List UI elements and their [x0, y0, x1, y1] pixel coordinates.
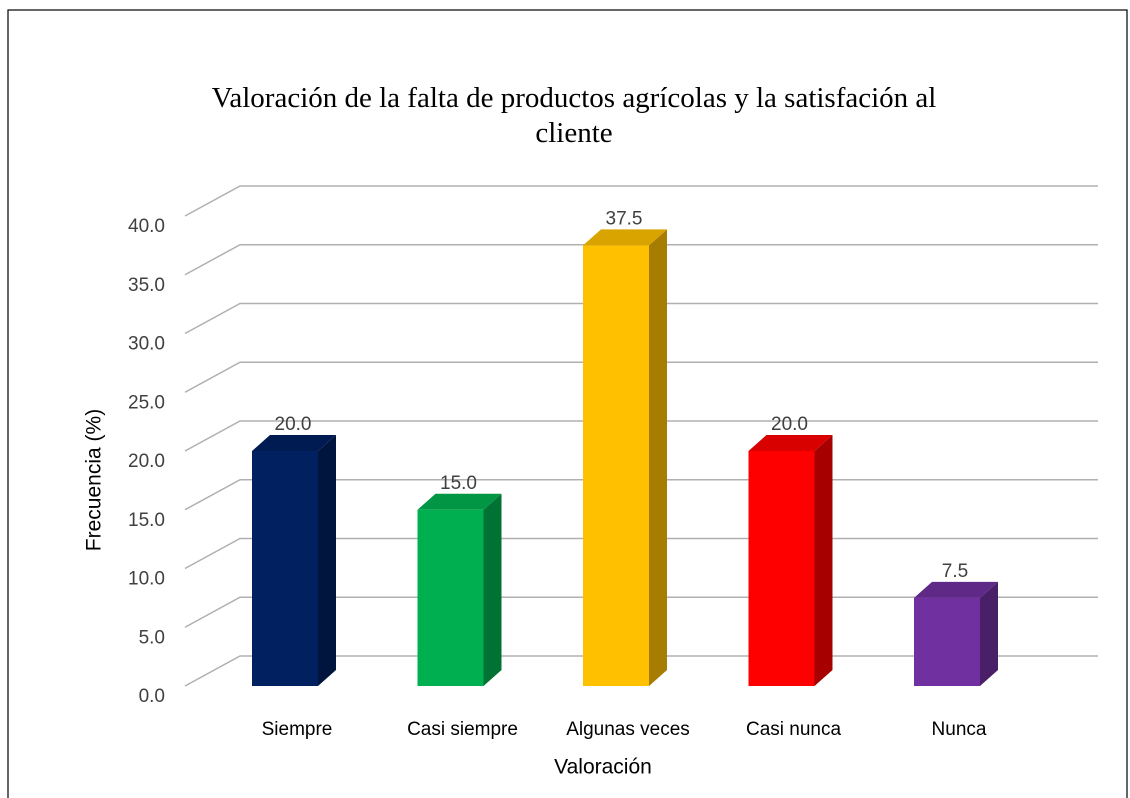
bar-top	[583, 229, 667, 246]
y-tick-label: 0.0	[139, 686, 165, 707]
x-tick-label: Algunas veces	[566, 719, 690, 740]
y-tick-label: 20.0	[128, 451, 165, 472]
bar	[914, 597, 980, 686]
bar	[417, 509, 484, 686]
x-tick-label: Casi siempre	[407, 719, 518, 740]
data-label: 20.0	[275, 414, 312, 435]
bar	[252, 451, 318, 686]
x-tick-label: Casi nunca	[746, 719, 841, 740]
y-tick-label: 10.0	[128, 569, 165, 590]
chart-title: Valoración de la falta de productos agrí…	[212, 82, 937, 149]
bar-side	[980, 581, 998, 686]
bar-side	[649, 229, 667, 686]
bar-top	[417, 493, 502, 510]
y-tick-label: 35.0	[128, 275, 165, 296]
y-tick-label: 5.0	[139, 627, 165, 648]
bar-top	[252, 435, 336, 451]
bar-side	[814, 435, 833, 686]
y-tick-label: 30.0	[128, 334, 165, 355]
y-axis-title: Frecuencia (%)	[83, 409, 106, 551]
bar-side	[318, 435, 336, 686]
x-tick-label: Nunca	[932, 719, 987, 740]
chart-frame	[7, 9, 1128, 798]
grid-line	[184, 185, 1098, 217]
data-label: 20.0	[771, 414, 808, 435]
bar	[748, 451, 815, 686]
bar-side	[483, 493, 502, 686]
data-label: 37.5	[606, 208, 643, 229]
bar	[583, 245, 649, 686]
bar-top	[914, 581, 998, 598]
x-tick-label: Siempre	[262, 719, 333, 740]
x-axis-title: Valoración	[554, 756, 652, 779]
y-tick-label: 25.0	[128, 392, 165, 413]
y-tick-label: 15.0	[128, 510, 165, 531]
grid-line	[184, 244, 1098, 276]
data-label: 15.0	[440, 473, 477, 494]
data-label: 7.5	[942, 561, 968, 582]
bar-top	[748, 435, 833, 451]
grid-line	[184, 302, 1098, 335]
grid-line	[184, 420, 1098, 452]
y-tick-label: 40.0	[128, 216, 165, 237]
grid-line	[184, 361, 1098, 393]
